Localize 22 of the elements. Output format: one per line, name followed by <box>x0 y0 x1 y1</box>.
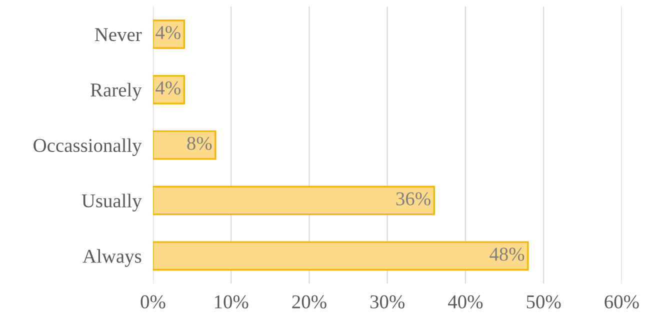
x-tick-label: 30% <box>370 295 405 308</box>
x-tick-label: 20% <box>292 295 326 308</box>
data-label: 4% <box>156 81 180 95</box>
x-tick-label: 10% <box>214 295 248 308</box>
bar <box>152 20 186 49</box>
y-tick-label: Occassionally <box>34 138 142 156</box>
bar <box>152 130 216 160</box>
y-tick-label: Rarely <box>90 82 142 101</box>
data-label: 36% <box>396 192 430 206</box>
y-tick-label: Usually <box>82 194 142 212</box>
x-tick-label: 60% <box>604 295 639 308</box>
y-tick-label: Always <box>82 249 142 267</box>
data-label: 8% <box>187 136 212 150</box>
data-label: 4% <box>156 26 180 40</box>
bar <box>152 74 186 104</box>
x-tick-label: 50% <box>526 295 561 308</box>
x-tick-label: 40% <box>448 295 483 308</box>
data-label: 48% <box>490 248 524 261</box>
bar <box>152 186 436 216</box>
bar <box>152 241 529 271</box>
y-tick-label: Never <box>94 28 142 42</box>
x-tick-label: 0% <box>140 295 166 308</box>
